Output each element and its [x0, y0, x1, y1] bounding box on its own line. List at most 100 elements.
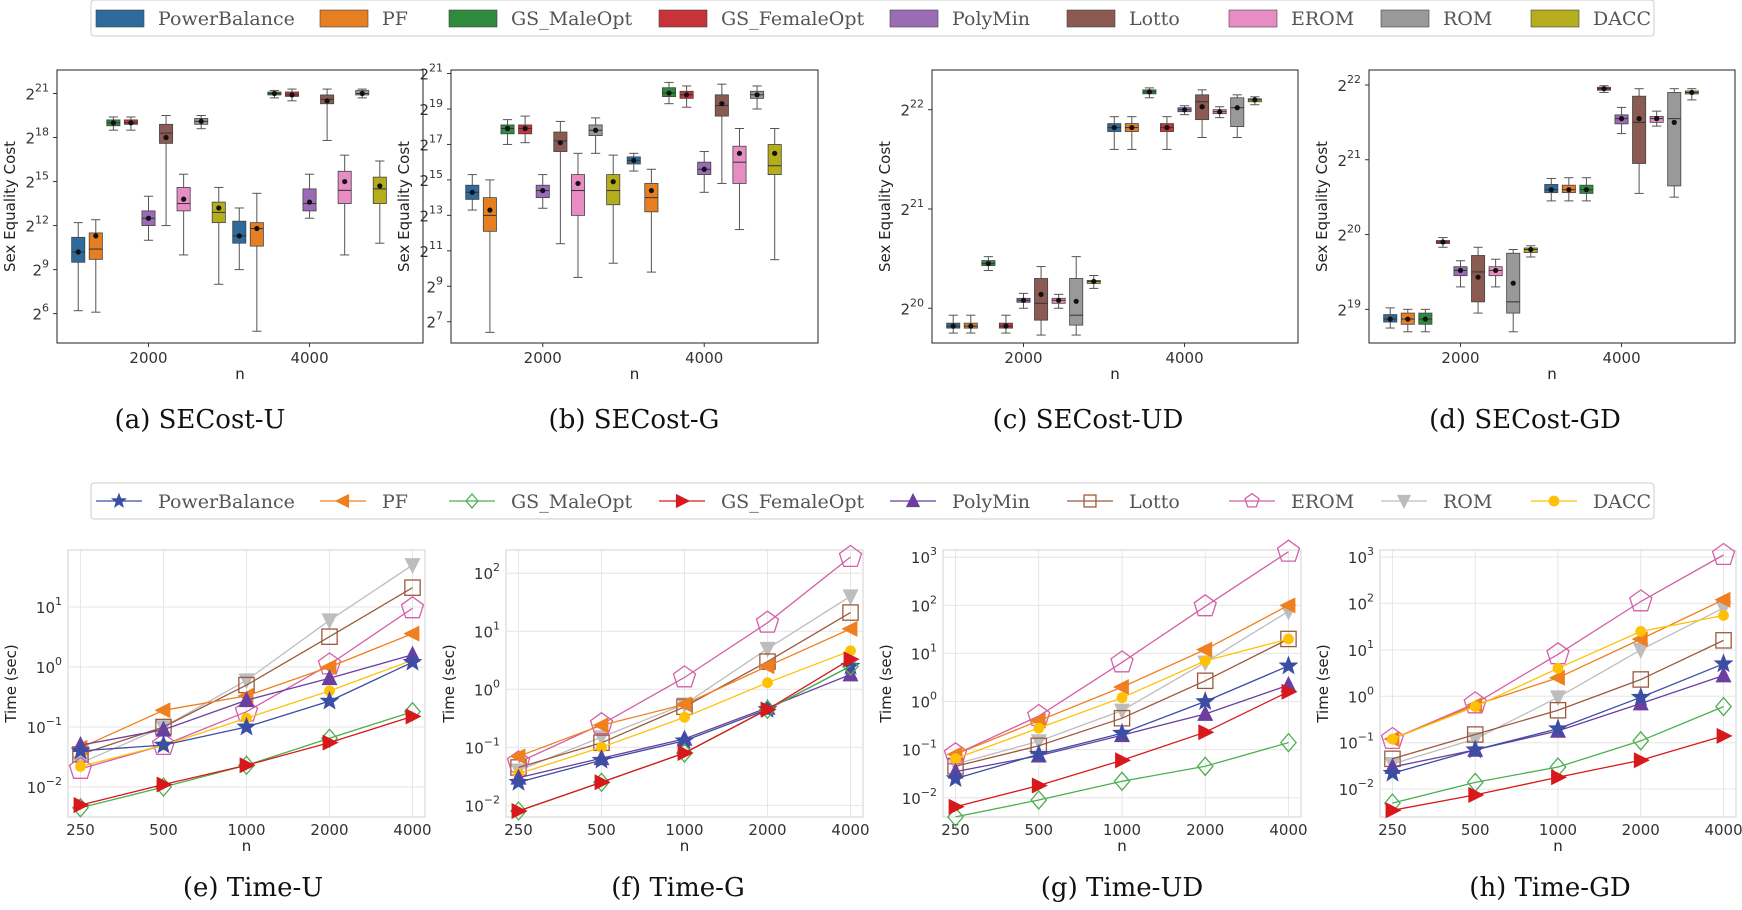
box-polymin-2000	[1453, 260, 1468, 288]
series-gs-femaleopt	[73, 708, 422, 814]
y-tick-label: 219	[1337, 297, 1361, 319]
series-powerbalance	[1382, 653, 1734, 782]
box-gs-maleopt-4000	[1579, 177, 1594, 202]
data-point-gs-femaleopt-250	[511, 803, 528, 820]
legend-label-powerbalance: PowerBalance	[158, 491, 295, 513]
data-point-erom-500	[151, 732, 176, 756]
x-axis-label: n	[242, 837, 252, 855]
box-dacc-4000	[372, 160, 387, 244]
mean-dot	[1056, 297, 1062, 303]
data-point-gs-femaleopt-250	[948, 798, 965, 815]
mean-dot	[163, 134, 169, 141]
x-axis-label: n	[630, 365, 640, 383]
data-point-polymin-1000	[238, 691, 255, 708]
y-tick-label: 222	[900, 98, 924, 120]
data-point-dacc-2000	[762, 677, 773, 689]
legend-label-rom: ROM	[1443, 8, 1492, 30]
data-point-lotto-4000	[1280, 630, 1297, 648]
series-line	[955, 551, 1289, 755]
caption-e: (e) Time-U	[183, 873, 323, 903]
x-tick-label: 500	[587, 821, 616, 839]
mean-dot	[145, 215, 152, 221]
x-tick-label: 500	[1024, 821, 1053, 839]
y-tick-label: 213	[419, 203, 443, 225]
data-point-rom-500	[593, 730, 610, 747]
y-tick-label: 26	[32, 302, 49, 324]
mean-dot	[289, 92, 295, 98]
data-point-powerbalance-500	[1028, 743, 1049, 763]
iqr-box	[732, 145, 747, 184]
data-point-dacc-500	[1469, 701, 1481, 712]
data-point-gs-femaleopt-2000	[322, 734, 339, 751]
mean-dot	[1510, 280, 1516, 286]
x-tick-label: 250	[66, 821, 95, 839]
data-point-erom-4000	[1711, 542, 1736, 566]
y-tick-label: 102	[474, 561, 500, 583]
box-rom-2000	[588, 117, 603, 154]
data-point-dacc-1000	[1552, 662, 1564, 674]
y-tick-label: 10−1	[902, 738, 937, 760]
legend-swatch-rom	[1380, 9, 1430, 28]
data-point-powerbalance-1000	[1548, 718, 1568, 738]
caption-d: (d) SECost-GD	[1429, 405, 1621, 435]
data-point-rom-2000	[759, 641, 776, 658]
data-point-pf-1000	[1112, 679, 1129, 696]
panel-g: 250 500 1000 2000 4000 10−2 10−1 100 101 102 103 Ti…	[877, 539, 1308, 903]
mean-dot	[110, 120, 116, 126]
box-erom-2000	[570, 152, 585, 278]
legend-swatch-erom	[1228, 9, 1278, 28]
mean-dot	[950, 323, 956, 329]
x-tick-label: 4000	[1269, 821, 1307, 839]
data-point-rom-1000	[1113, 703, 1131, 720]
y-tick-label: 211	[419, 239, 443, 261]
mean-dot	[1038, 291, 1044, 297]
mean-dot	[1440, 239, 1446, 245]
y-tick-label: 100	[474, 677, 500, 699]
data-point-gs-femaleopt-2000	[1198, 724, 1215, 741]
box-powerbalance-2000	[71, 222, 86, 312]
data-point-gs-femaleopt-1000	[677, 744, 694, 761]
mean-dot	[254, 225, 260, 232]
mean-dot	[1475, 274, 1481, 280]
x-tick-label: 4000	[831, 821, 869, 839]
y-tick-label: 212	[25, 214, 49, 236]
box-polymin-4000	[302, 173, 317, 219]
box-gs-maleopt-2000	[981, 256, 996, 272]
x-tick-label: 250	[504, 821, 533, 839]
series-line	[955, 638, 1289, 767]
x-axis-label: n	[235, 365, 245, 383]
mean-dot	[557, 140, 563, 146]
box-pf-4000	[249, 192, 264, 332]
mean-dot	[736, 150, 743, 156]
data-point-dacc-2000	[1635, 625, 1647, 637]
x-tick-label: 1000	[1539, 821, 1577, 839]
data-point-erom-4000	[1276, 539, 1301, 562]
plot-area	[56, 69, 424, 344]
data-point-powerbalance-250	[508, 771, 529, 791]
mean-dot	[1422, 316, 1428, 322]
y-tick-label: 100	[911, 690, 937, 712]
box-lotto-4000	[1195, 89, 1210, 139]
series-dacc	[513, 645, 856, 780]
mean-dot	[1181, 107, 1188, 113]
box-gs-femaleopt-2000	[123, 116, 138, 131]
series-line	[80, 607, 413, 770]
box-erom-2000	[1051, 293, 1066, 309]
data-point-lotto-4000	[1715, 632, 1732, 649]
iqr-box	[232, 220, 247, 244]
mean-dot	[324, 98, 330, 104]
x-tick-label: 2000	[1441, 349, 1479, 367]
data-point-lotto-4000	[842, 604, 859, 621]
panel-d: 219 220 221 222 Sex Equality Cost 2000 4000 n (d…	[1313, 69, 1736, 435]
data-point-dacc-1000	[679, 711, 690, 723]
x-tick-label: 500	[1461, 821, 1490, 839]
mean-dot	[754, 92, 760, 98]
x-axis-label: n	[680, 837, 690, 855]
legend-marker-rom	[1396, 494, 1412, 510]
panels-layer: 26 29 212 215 218 221 Sex Equality Cost 2000 400…	[1, 62, 1742, 903]
data-point-powerbalance-2000	[319, 690, 340, 710]
y-axis-label: Sex Equality Cost	[1, 141, 19, 272]
data-point-erom-1000	[672, 665, 697, 688]
y-tick-label: 29	[426, 274, 443, 296]
box-powerbalance-2000	[1383, 307, 1398, 329]
